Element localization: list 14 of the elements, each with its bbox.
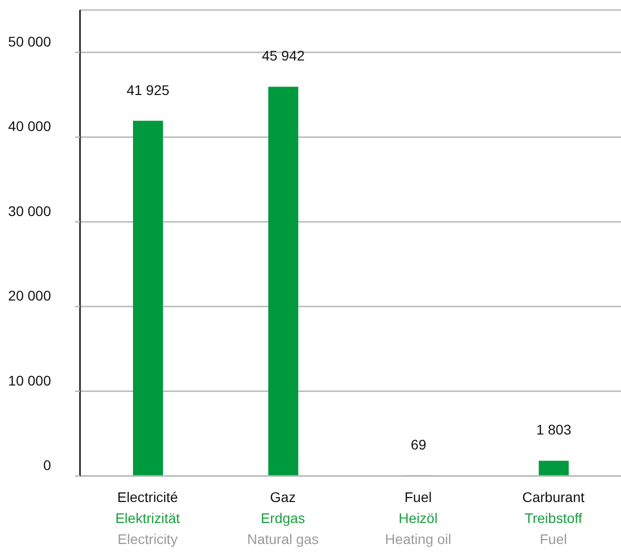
x-tick-label: Electricité Elektrizität Electricity bbox=[115, 489, 180, 547]
data-label: 1 803 bbox=[536, 422, 572, 438]
x-tick-label: Gaz Erdgas Natural gas bbox=[247, 489, 319, 547]
x-tick-label: Fuel Heizöl Heating oil bbox=[385, 489, 452, 547]
x-tick-label: Carburant Treibstoff Fuel bbox=[522, 489, 585, 547]
y-tick-label: 50 000 bbox=[8, 33, 52, 50]
data-label: 69 bbox=[410, 436, 426, 452]
y-tick-label: 30 000 bbox=[8, 202, 52, 219]
data-label: 45 942 bbox=[262, 48, 305, 64]
y-tick-label: 40 000 bbox=[8, 118, 52, 134]
y-tick-label: 10 000 bbox=[8, 372, 52, 388]
data-label: 41 925 bbox=[126, 82, 170, 98]
y-tick-label: 20 000 bbox=[8, 288, 52, 304]
y-tick-label: 0 bbox=[43, 457, 52, 473]
